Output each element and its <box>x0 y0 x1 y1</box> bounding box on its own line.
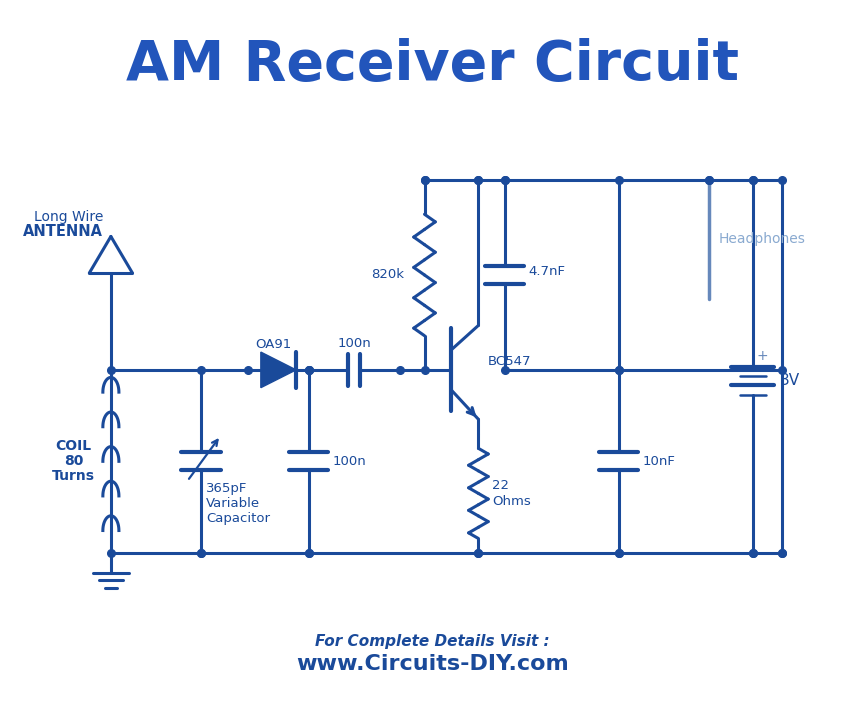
Text: www.Circuits-DIY.com: www.Circuits-DIY.com <box>296 654 569 675</box>
Text: +: + <box>757 348 769 363</box>
Text: Long Wire: Long Wire <box>33 210 103 224</box>
Text: Variable: Variable <box>206 498 260 510</box>
Text: 100n: 100n <box>333 455 366 468</box>
Text: Headphones: Headphones <box>718 233 806 246</box>
Text: COIL: COIL <box>56 439 92 454</box>
Text: 820k: 820k <box>371 269 404 282</box>
Text: Turns: Turns <box>52 469 95 483</box>
Text: 4.7nF: 4.7nF <box>529 264 566 277</box>
Text: BC547: BC547 <box>488 356 531 369</box>
Text: Capacitor: Capacitor <box>206 512 270 525</box>
Text: 10nF: 10nF <box>642 455 675 468</box>
Text: For Complete Details Visit :: For Complete Details Visit : <box>315 634 549 649</box>
Text: ANTENNA: ANTENNA <box>23 224 103 239</box>
Polygon shape <box>261 352 297 387</box>
Text: 100n: 100n <box>337 337 371 350</box>
Text: 22: 22 <box>492 479 509 492</box>
Text: AM Receiver Circuit: AM Receiver Circuit <box>126 38 739 92</box>
Text: 80: 80 <box>64 454 83 468</box>
Text: 365pF: 365pF <box>206 482 248 495</box>
Text: Ohms: Ohms <box>492 495 530 508</box>
Text: OA91: OA91 <box>255 338 291 351</box>
Text: 3V: 3V <box>779 373 800 388</box>
